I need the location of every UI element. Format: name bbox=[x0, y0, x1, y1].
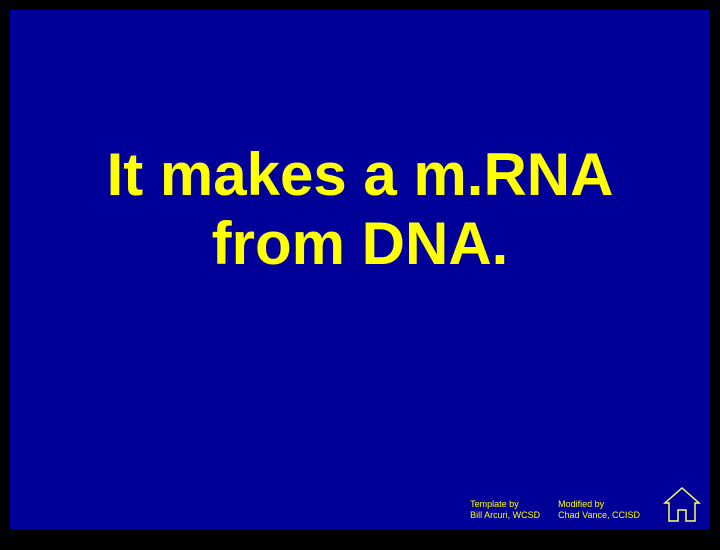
slide-container: It makes a m.RNA from DNA. Template by B… bbox=[10, 10, 710, 530]
modified-credit: Modified by Chad Vance, CCISD bbox=[558, 499, 640, 522]
template-credit: Template by Bill Arcuri, WCSD bbox=[470, 499, 540, 522]
home-button[interactable] bbox=[662, 486, 702, 524]
template-author: Bill Arcuri, WCSD bbox=[470, 510, 540, 522]
text-line-2: from DNA. bbox=[10, 209, 710, 278]
text-line-1: It makes a m.RNA bbox=[10, 140, 710, 209]
credits-block: Template by Bill Arcuri, WCSD Modified b… bbox=[470, 499, 640, 522]
home-icon bbox=[662, 486, 702, 524]
answer-text: It makes a m.RNA from DNA. bbox=[10, 140, 710, 278]
template-label: Template by bbox=[470, 499, 540, 511]
modified-label: Modified by bbox=[558, 499, 640, 511]
modified-author: Chad Vance, CCISD bbox=[558, 510, 640, 522]
